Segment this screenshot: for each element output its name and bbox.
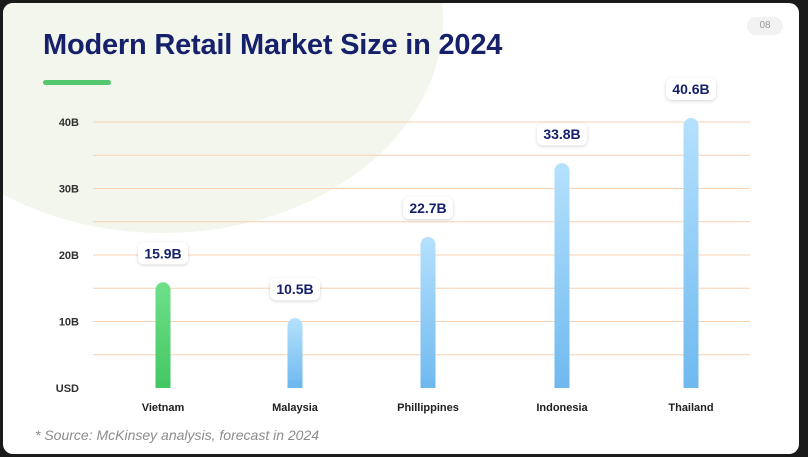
value-label-background [666,78,716,101]
value-label-text: 22.7B [409,200,446,216]
bar-base [287,380,303,388]
value-label: 10.5B [270,278,320,301]
value-label: 40.6B [666,78,716,101]
bar-base [554,380,570,388]
value-label-text: 10.5B [276,281,313,297]
page-title: Modern Retail Market Size in 2024 [43,29,503,61]
value-label-text: 15.9B [144,245,181,261]
bar-chart: USD 10B 20B 30B 40B Vietnam 15.9B Malaysia 10.5… [56,78,750,414]
y-tick-label: 20B [59,250,79,262]
x-category-label: Indonesia [536,402,588,414]
bar-base [420,380,436,388]
value-label-text: 33.8B [543,126,580,142]
slide: 08 Modern Retail Market Size in 2024 USD… [3,3,799,454]
bar-indonesia [554,163,570,388]
bar-thailand [683,118,699,388]
value-label: 33.8B [537,123,587,146]
source-footnote: * Source: McKinsey analysis, forecast in… [35,427,320,443]
value-label-background [270,278,320,301]
bar-base [683,380,699,388]
title-accent-bar [43,80,111,85]
y-tick-label: 40B [59,117,79,129]
page-number-badge: 08 [747,17,783,35]
x-category-label: Malaysia [272,402,319,414]
value-label-background [537,123,587,146]
bar-malaysia [287,318,303,388]
value-label: 15.9B [138,242,188,265]
x-category-label: Phillippines [397,402,459,414]
y-tick-label: 10B [59,317,79,329]
value-label-background [403,197,453,220]
x-category-label: Thailand [668,402,713,414]
value-label: 22.7B [403,197,453,220]
bar-vietnam [155,282,171,388]
y-tick-label: 30B [59,184,79,196]
value-label-background [138,242,188,265]
bar-phillippines [420,237,436,388]
x-category-label: Vietnam [142,402,185,414]
bar-base [155,380,171,388]
y-tick-label: USD [56,383,79,395]
value-label-text: 40.6B [672,81,709,97]
